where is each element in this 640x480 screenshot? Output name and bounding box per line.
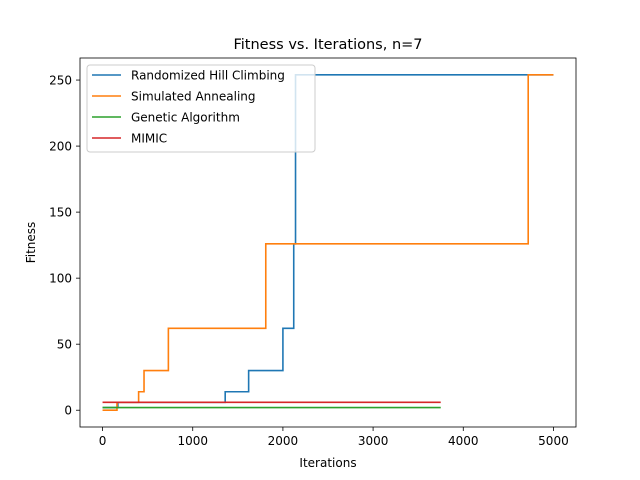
y-tick-label: 100 — [49, 272, 72, 286]
plot-frame — [79, 57, 577, 428]
y-tick-label: 50 — [57, 338, 72, 352]
x-axis: 0 1000 2000 3000 4000 5000 — [99, 427, 569, 448]
x-tick-label: 4000 — [448, 434, 479, 448]
x-tick-label: 0 — [99, 434, 107, 448]
legend: Randomized Hill Climbing Simulated Anneal… — [86, 64, 316, 153]
y-tick-label: 150 — [49, 206, 72, 220]
plot-lines — [102, 73, 554, 412]
x-tick-label: 3000 — [358, 434, 389, 448]
y-tick-label: 0 — [64, 404, 72, 418]
legend-label-0: Randomized Hill Climbing — [131, 69, 285, 83]
x-axis-label: Iterations — [299, 456, 356, 470]
x-tick-label: 2000 — [268, 434, 299, 448]
x-tick-label: 1000 — [177, 434, 208, 448]
chart-title: Fitness vs. Iterations, n=7 — [233, 37, 422, 53]
y-tick-label: 200 — [49, 140, 72, 154]
legend-label-3: MIMIC — [131, 132, 167, 146]
x-tick-label: 5000 — [538, 434, 569, 448]
y-axis: 0 50 100 150 200 250 — [49, 74, 80, 418]
y-tick-label: 250 — [49, 74, 72, 88]
legend-label-2: Genetic Algorithm — [131, 111, 240, 125]
legend-label-1: Simulated Annealing — [131, 90, 256, 104]
y-axis-label: Fitness — [24, 222, 38, 264]
legend-box — [86, 64, 316, 153]
